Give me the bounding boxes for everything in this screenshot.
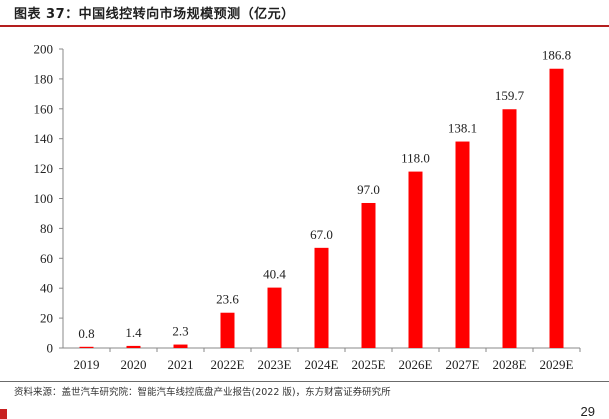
bar: [502, 109, 517, 348]
bar: [126, 345, 141, 348]
data-label: 0.8: [78, 326, 94, 341]
data-label: 2.3: [172, 324, 188, 339]
y-axis: 0 20 40 60 80 100 120 140 160 180 200: [34, 42, 64, 356]
x-tick-label: 2024E: [305, 357, 339, 372]
data-label: 1.4: [125, 325, 142, 340]
data-label: 67.0: [310, 227, 333, 242]
y-tick-label: 40: [40, 281, 53, 296]
page-title: 图表 37：中国线控转向市场规模预测（亿元）: [14, 7, 295, 22]
data-label: 97.0: [357, 182, 380, 197]
source-note: 资料来源：盖世汽车研究院：智能汽车线控底盘产业报告(2022 版)，东方财富证券…: [14, 387, 391, 398]
corner-brand-mark: [0, 409, 7, 419]
y-tick-label: 0: [47, 341, 54, 356]
y-tick-label: 200: [34, 42, 54, 57]
x-tick-label: 2026E: [399, 357, 433, 372]
data-label: 40.4: [263, 267, 286, 282]
bars: [79, 68, 564, 348]
x-axis: 2019 2020 2021 2022E 2023E 2024E 2025E 2026E 202…: [63, 347, 581, 372]
y-tick-label: 180: [34, 71, 54, 86]
y-tick-label: 160: [34, 101, 54, 116]
x-tick-label: 2027E: [446, 357, 480, 372]
title-rule: [0, 25, 609, 27]
data-label: 159.7: [495, 88, 525, 103]
x-tick-label: 2022E: [211, 357, 245, 372]
y-tick-label: 20: [40, 311, 53, 326]
bar: [408, 171, 423, 348]
source-rule: [0, 381, 609, 382]
x-tick-label: 2029E: [540, 357, 574, 372]
bar: [361, 202, 376, 348]
bar-chart: 0 20 40 60 80 100 120 140 160 180 200 2019 2020 2021…: [34, 42, 581, 372]
x-tick-label: 2021: [168, 357, 194, 372]
y-tick-label: 140: [34, 131, 54, 146]
bar: [549, 68, 564, 348]
y-tick-label: 60: [40, 251, 53, 266]
data-label: 138.1: [448, 121, 477, 136]
x-tick-label: 2025E: [352, 357, 386, 372]
y-tick-label: 120: [34, 161, 54, 176]
bar: [79, 346, 94, 348]
bar: [455, 141, 470, 348]
x-tick-label: 2019: [74, 357, 100, 372]
y-tick-label: 100: [34, 191, 54, 206]
bar: [267, 287, 282, 348]
data-labels: 0.8 1.4 2.3 23.6 40.4 67.0 97.0 118.0 138.1 159.7…: [78, 48, 571, 341]
bar: [314, 247, 329, 348]
bar: [220, 312, 235, 348]
y-tick-label: 80: [40, 221, 53, 236]
data-label: 118.0: [401, 151, 430, 166]
bar: [173, 344, 188, 348]
x-tick-label: 2023E: [258, 357, 292, 372]
data-label: 186.8: [542, 48, 571, 63]
x-tick-label: 2020: [121, 357, 147, 372]
x-tick-label: 2028E: [493, 357, 527, 372]
page-number: 29: [580, 404, 595, 419]
data-label: 23.6: [216, 292, 239, 307]
